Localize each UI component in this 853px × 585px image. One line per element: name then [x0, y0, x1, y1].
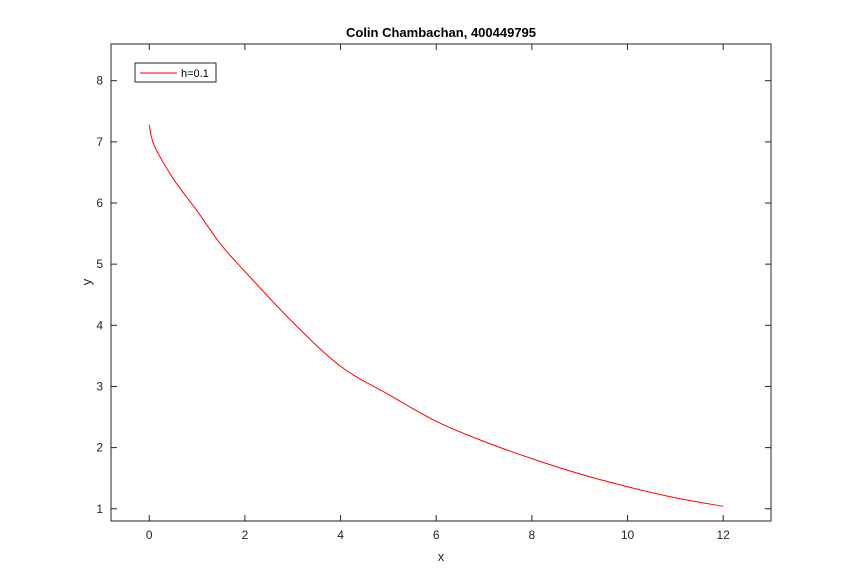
x-tick-label: 6: [433, 528, 440, 542]
x-tick-label: 12: [716, 528, 730, 542]
y-tick-label: 7: [96, 135, 103, 149]
x-tick-label: 10: [621, 528, 635, 542]
y-tick-label: 8: [96, 74, 103, 88]
y-axis-label: y: [79, 278, 94, 285]
y-tick-label: 5: [96, 257, 103, 271]
y-tick-label: 3: [96, 379, 103, 393]
y-tick-label: 4: [96, 318, 103, 332]
x-tick-label: 4: [337, 528, 344, 542]
legend-entry: h=0.1: [181, 68, 209, 80]
x-tick-label: 2: [242, 528, 249, 542]
legend: h=0.1: [134, 62, 217, 83]
y-tick-label: 2: [96, 441, 103, 455]
x-axis-label: x: [438, 549, 445, 564]
y-tick-label: 6: [96, 196, 103, 210]
y-tick-label: 1: [96, 502, 103, 516]
chart-title: Colin Chambachan, 400449795: [346, 25, 536, 40]
x-tick-label: 0: [146, 528, 153, 542]
x-axis-ticks: 0 2 4 6 8 10 12: [146, 44, 730, 542]
plot-area: [110, 43, 772, 522]
y-axis-ticks: 1 2 3 4 5 6 7 8: [96, 74, 771, 516]
series-line: [148, 124, 724, 507]
x-tick-label: 8: [529, 528, 536, 542]
series-layer: [148, 124, 724, 507]
